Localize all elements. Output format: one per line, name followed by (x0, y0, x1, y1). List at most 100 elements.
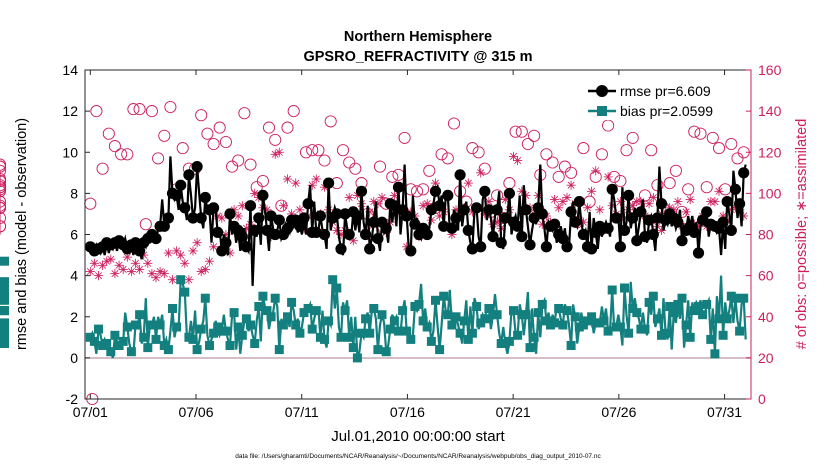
rmse-marker (244, 200, 257, 212)
obs-possible-marker (90, 105, 103, 118)
obs-possible-marker (207, 137, 220, 151)
bias-marker (652, 314, 662, 324)
obs-possible-marker (0, 179, 7, 192)
rmse-marker (729, 183, 742, 195)
bias-marker (698, 310, 708, 320)
rmse-marker (364, 243, 376, 255)
obs-possible-marker (213, 121, 226, 134)
legend-rmse-label: rmse pr=6.609 (620, 83, 711, 99)
obs-assimilated-marker (710, 197, 720, 207)
obs-assimilated-stroke (218, 214, 226, 222)
obs-assimilated-marker (89, 258, 99, 268)
bias-marker (398, 306, 408, 316)
obs-assimilated-stroke (477, 169, 485, 177)
bias-marker (607, 285, 617, 295)
obs-assimilated-stroke (674, 198, 682, 206)
obs-possible-marker (558, 160, 571, 173)
obs-assimilated-stroke (345, 193, 353, 202)
rmse-marker (372, 233, 384, 245)
obs-possible-marker (373, 160, 387, 173)
obs-possible-marker (152, 152, 165, 165)
obs-assimilated-stroke (160, 269, 168, 278)
bias-marker (599, 316, 609, 326)
bias-marker (706, 334, 716, 344)
y-left-tick-label: 0 (70, 350, 78, 366)
rmse-marker (479, 185, 491, 197)
bias-marker (550, 318, 560, 328)
obs-possible-marker (614, 174, 627, 188)
rmse-marker (368, 216, 380, 228)
bias-marker (529, 332, 539, 342)
rmse-marker (721, 196, 733, 208)
obs-possible-marker (435, 148, 448, 161)
bias-marker (0, 306, 9, 316)
bias-marker (0, 256, 9, 266)
bias-marker (648, 291, 658, 301)
legend: rmse pr=6.609 bias pr=2.0599 (585, 80, 741, 120)
obs-assimilated-stroke (185, 276, 193, 284)
obs-assimilated-stroke (181, 259, 189, 267)
obs-assimilated-stroke (234, 212, 242, 220)
obs-assimilated-stroke (111, 269, 119, 278)
obs-assimilated-marker (85, 266, 95, 277)
obs-possible-marker (466, 142, 479, 155)
bias-marker (266, 312, 276, 322)
obs-assimilated-stroke (349, 237, 357, 245)
rmse-marker (208, 202, 220, 214)
obs-assimilated-stroke (136, 265, 144, 273)
obs-assimilated-stroke (641, 212, 649, 220)
obs-assimilated-marker (681, 207, 691, 217)
obs-possible-marker (0, 211, 7, 225)
obs-assimilated-marker (180, 258, 190, 268)
y-right-tick-label: 40 (758, 309, 774, 325)
rmse-marker (240, 241, 252, 253)
obs-assimilated-marker (591, 166, 601, 176)
x-axis: 07/01 07/06 07/11 07/16 07/21 07/26 07/31 (73, 70, 742, 420)
bias-marker (0, 289, 9, 299)
obs-assimilated-stroke (592, 167, 600, 175)
bias-marker (143, 343, 153, 353)
obs-possible-marker (0, 199, 7, 212)
bias-marker (270, 293, 280, 303)
bias-marker (328, 275, 338, 285)
obs-assimilated-stroke (686, 195, 694, 204)
rmse-marker (618, 224, 631, 236)
y-left-tick-label: 12 (62, 103, 78, 119)
obs-assimilated-stroke (144, 259, 152, 267)
rmse-marker (150, 233, 162, 245)
rmse-marker (298, 212, 310, 224)
bias-marker (225, 341, 235, 350)
bias-marker (669, 308, 679, 318)
bias-marker (681, 320, 691, 330)
bias-marker (221, 326, 231, 336)
obs-assimilated-stroke (649, 193, 657, 202)
obs-assimilated-stroke (193, 239, 201, 247)
rmse-marker (294, 220, 306, 232)
bias-marker (615, 322, 625, 332)
rmse-marker (635, 206, 647, 218)
footnote: data file: /Users/gharamti/Documents/NCA… (235, 453, 601, 460)
x-tick-label: 07/01 (73, 404, 108, 420)
rmse-marker (187, 212, 199, 224)
rmse-marker (351, 210, 363, 222)
rmse-marker (471, 202, 483, 214)
obs-assimilated-marker (311, 174, 321, 184)
obs-possible-marker (688, 125, 701, 138)
obs-possible-marker (706, 131, 719, 144)
bias-marker (131, 320, 140, 330)
obs-possible-marker (386, 170, 399, 183)
obs-possible-marker (108, 140, 121, 153)
rmse-marker (175, 179, 187, 191)
obs-assimilated-stroke (168, 276, 177, 284)
obs-assimilated-marker (93, 271, 104, 281)
rmse-marker (401, 210, 413, 222)
obs-assimilated-marker (562, 192, 572, 203)
bias-marker (241, 314, 251, 324)
y-right-tick-label: 100 (758, 185, 782, 201)
obs-possible-marker (577, 142, 590, 155)
rmse-marker (162, 212, 174, 224)
obs-possible-marker (565, 166, 578, 179)
rmse-marker (158, 220, 170, 232)
legend-rmse-marker (596, 85, 608, 97)
obs-assimilated-stroke (164, 249, 172, 257)
